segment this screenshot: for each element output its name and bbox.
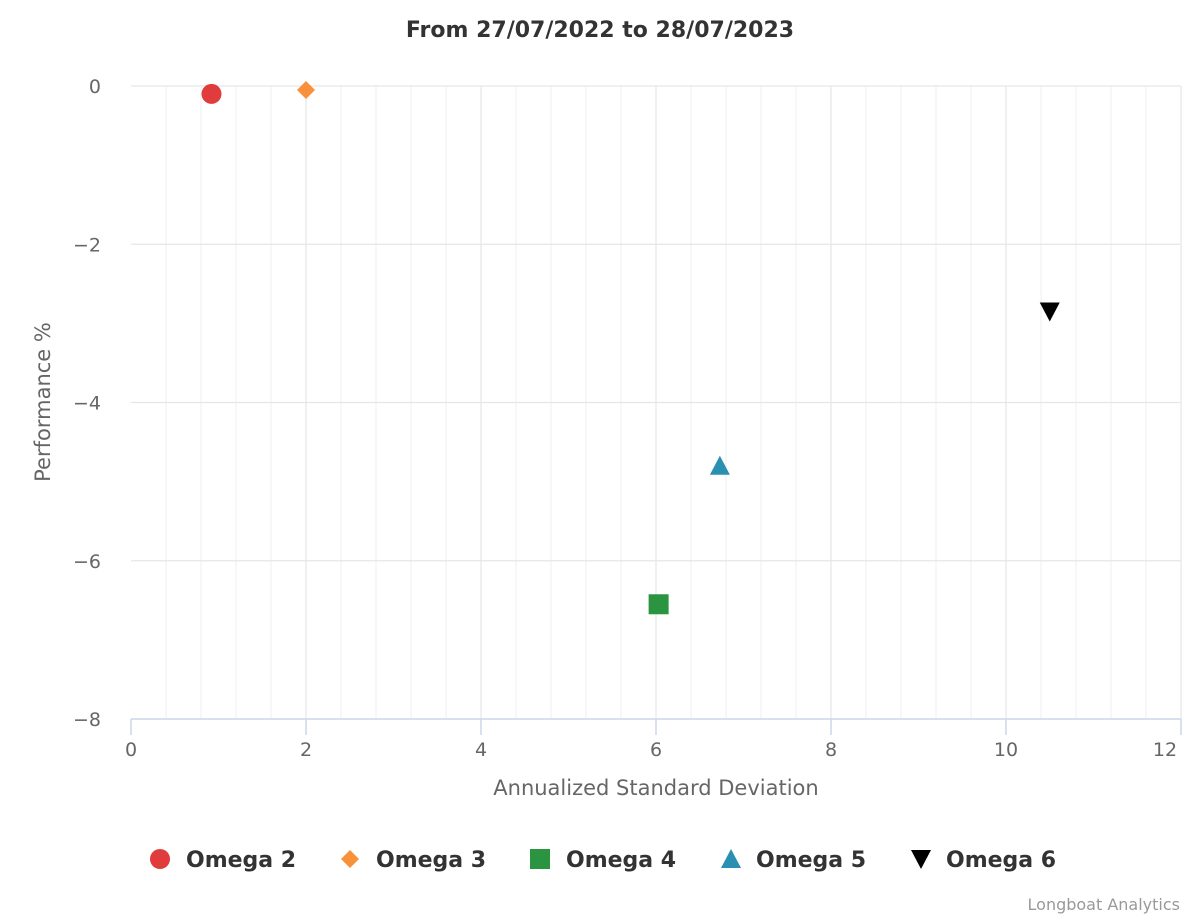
- y-tick-label: −2: [73, 234, 101, 256]
- legend-marker[interactable]: [530, 849, 550, 869]
- legend-label[interactable]: Omega 2: [186, 848, 296, 873]
- legend-item[interactable]: Omega 6: [911, 848, 1056, 873]
- legend-marker[interactable]: [721, 849, 741, 868]
- legend-marker[interactable]: [341, 850, 359, 868]
- legend: Omega 2 Omega 3 Omega 4 Omega 5 Omega 6: [150, 848, 1056, 873]
- data-point[interactable]: [648, 594, 669, 615]
- data-point[interactable]: [1039, 302, 1060, 322]
- data-point[interactable]: [297, 80, 315, 99]
- legend-item[interactable]: Omega 3: [341, 848, 486, 873]
- x-tick-label: 12: [1153, 739, 1177, 761]
- legend-item[interactable]: Omega 2: [150, 848, 296, 873]
- x-axis-title: Annualized Standard Deviation: [493, 776, 818, 800]
- x-tick-label: 0: [125, 739, 137, 761]
- x-tick-label: 2: [300, 739, 312, 761]
- legend-label[interactable]: Omega 4: [566, 848, 676, 873]
- x-tick-label: 6: [650, 739, 662, 761]
- legend-marker[interactable]: [911, 850, 931, 869]
- axes: 0 2 4 6 8 10 12 0 −2 −4 −6 −8: [73, 76, 1182, 761]
- legend-marker[interactable]: [150, 849, 170, 869]
- legend-item[interactable]: Omega 5: [721, 848, 866, 873]
- chart-title: From 27/07/2022 to 28/07/2023: [406, 18, 794, 43]
- x-tick-label: 8: [825, 739, 837, 761]
- y-tick-label: −4: [73, 393, 101, 415]
- data-points: [201, 80, 1060, 615]
- legend-item[interactable]: Omega 4: [530, 848, 676, 873]
- y-axis-title: Performance %: [31, 322, 55, 482]
- data-point[interactable]: [201, 83, 222, 104]
- y-tick-label: −6: [73, 551, 101, 573]
- x-tick-label: 4: [475, 739, 487, 761]
- y-tick-label: −8: [73, 709, 101, 731]
- y-tick-label: 0: [89, 76, 101, 98]
- legend-label[interactable]: Omega 5: [756, 848, 866, 873]
- legend-label[interactable]: Omega 3: [376, 848, 486, 873]
- x-tick-label: 10: [994, 739, 1018, 761]
- legend-label[interactable]: Omega 6: [946, 848, 1056, 873]
- data-point[interactable]: [709, 455, 730, 475]
- chart-credit[interactable]: Longboat Analytics: [1028, 895, 1180, 914]
- grid-lines: [131, 85, 1182, 719]
